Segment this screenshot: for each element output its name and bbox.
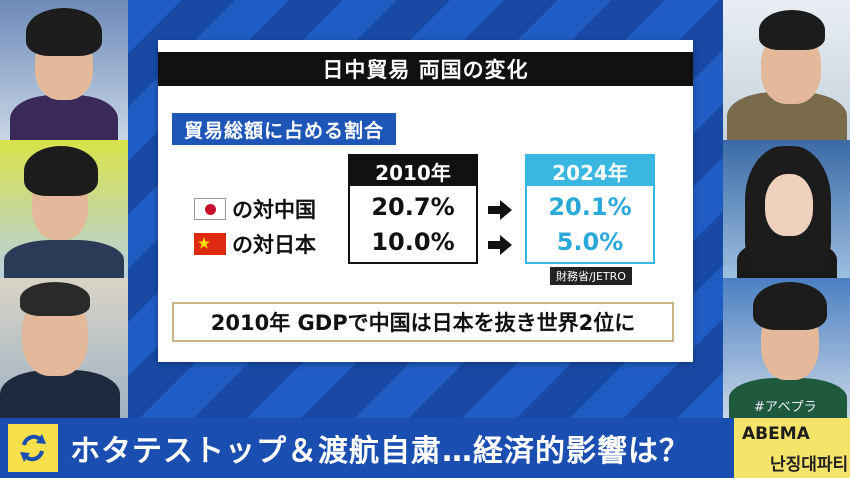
- value-china-2024: 5.0%: [556, 228, 624, 256]
- panelist-video-left-3: [0, 278, 128, 418]
- abema-logo: ABEMA: [742, 424, 810, 444]
- panelist-video-right-2: [723, 140, 850, 278]
- row-label-text: の対中国: [232, 198, 316, 222]
- value-japan-2024: 20.1%: [548, 193, 632, 221]
- news-ticker: [0, 418, 850, 478]
- value-japan-2010: 20.7%: [371, 193, 455, 221]
- column-2024: 2024年 20.1% 5.0%: [525, 154, 655, 264]
- gdp-note: 2010年 GDPで中国は日本を抜き世界2位に: [172, 302, 674, 342]
- row-label-text: の対日本: [232, 233, 316, 257]
- panelist-video-left-1: [0, 0, 128, 140]
- column-header-2010: 2010年: [350, 156, 476, 186]
- row-label-china: の対日本: [194, 226, 316, 262]
- source-credit: 財務省/JETRO: [550, 267, 632, 285]
- panelist-video-right-3: [723, 278, 850, 418]
- value-china-2010: 10.0%: [371, 228, 455, 256]
- refresh-icon: [8, 424, 58, 472]
- japan-flag-icon: [194, 198, 226, 220]
- column-header-2024: 2024年: [527, 156, 653, 186]
- program-name: 난징대파티: [770, 455, 849, 475]
- ticker-headline: ホタテストップ＆渡航自粛…経済的影響は？: [70, 434, 690, 469]
- china-flag-icon: [194, 233, 226, 255]
- row-label-japan: の対中国: [194, 191, 316, 227]
- section-label: 貿易総額に占める割合: [172, 113, 397, 145]
- panelist-video-left-2: [0, 140, 128, 278]
- board-title: 日中貿易 両国の変化: [158, 52, 693, 86]
- arrow-right-icon: [488, 200, 512, 220]
- channel-logo-area: [734, 418, 850, 478]
- hashtag: #アベプラ: [754, 400, 817, 415]
- arrow-right-icon: [488, 235, 512, 255]
- column-2010: 2010年 20.7% 10.0%: [348, 154, 478, 264]
- infographic-board: 日中貿易 両国の変化 貿易総額に占める割合 の対中国 の対日本 2010年 20…: [158, 40, 693, 362]
- panelist-video-right-1: [723, 0, 850, 140]
